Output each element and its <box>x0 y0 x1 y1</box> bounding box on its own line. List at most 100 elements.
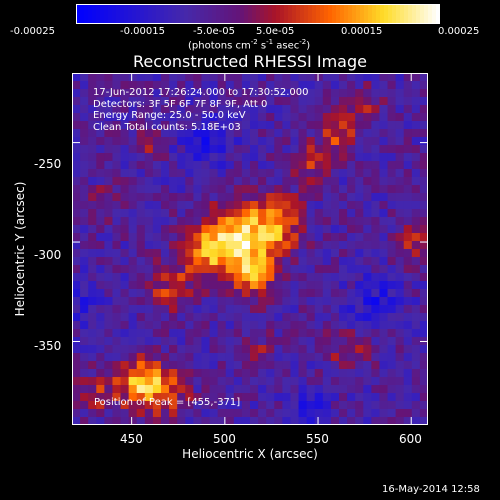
heatmap-cell <box>274 297 283 306</box>
heatmap-cell <box>266 177 275 186</box>
heatmap-cell <box>169 241 178 250</box>
heatmap-cell <box>282 353 291 362</box>
heatmap-cell <box>314 401 324 410</box>
heatmap-cell <box>330 273 340 282</box>
heatmap-cell <box>80 241 89 250</box>
heatmap-cell <box>136 337 146 346</box>
heatmap-cell <box>225 273 235 282</box>
heatmap-cell <box>403 73 413 82</box>
heatmap-cell <box>72 401 81 410</box>
heatmap-cell <box>185 145 194 154</box>
heatmap-cell <box>298 193 308 202</box>
heatmap-cell <box>193 393 202 402</box>
heatmap-cell <box>282 417 291 425</box>
heatmap-cell <box>266 193 275 202</box>
heatmap-cell <box>379 153 389 162</box>
heatmap-cell <box>120 265 130 274</box>
heatmap-cell <box>250 89 259 98</box>
heatmap-cell <box>387 289 397 298</box>
heatmap-cell <box>209 193 219 202</box>
heatmap-cell <box>88 361 97 370</box>
heatmap-cell <box>403 273 413 282</box>
heatmap-cell <box>282 257 291 266</box>
heatmap-cell <box>347 225 356 234</box>
heatmap-cell <box>371 313 380 322</box>
heatmap-cell <box>104 249 113 258</box>
heatmap-cell <box>233 201 243 210</box>
heatmap-cell <box>314 321 324 330</box>
heatmap-cell <box>403 369 413 378</box>
heatmap-cell <box>201 129 211 138</box>
heatmap-cell <box>274 177 283 186</box>
heatmap-cell <box>274 73 283 82</box>
heatmap-cell <box>144 225 154 234</box>
heatmap-cell <box>225 361 235 370</box>
heatmap-cell <box>144 97 154 106</box>
heatmap-cell <box>209 161 219 170</box>
heatmap-cell <box>387 409 397 418</box>
heatmap-cell <box>225 417 235 425</box>
heatmap-cell <box>185 273 194 282</box>
heatmap-cell <box>411 377 421 386</box>
heatmap-cell <box>250 409 259 418</box>
heatmap-cell <box>387 121 397 130</box>
heatmap-cell <box>80 193 89 202</box>
heatmap-cell <box>403 257 413 266</box>
heatmap-cell <box>347 145 356 154</box>
heatmap-cell <box>80 153 89 162</box>
heatmap-cell <box>209 401 219 410</box>
heatmap-cell <box>250 321 259 330</box>
heatmap-cell <box>225 257 235 266</box>
heatmap-cell <box>233 185 243 194</box>
heatmap-cell <box>112 97 122 106</box>
heatmap-cell <box>233 217 243 226</box>
heatmap-cell <box>233 169 243 178</box>
heatmap-cell <box>112 305 122 314</box>
heatmap-cell <box>88 385 97 394</box>
heatmap-cell <box>177 393 186 402</box>
heatmap-cell <box>322 177 332 186</box>
heatmap-cell <box>144 217 154 226</box>
heatmap-cell <box>161 329 170 338</box>
heatmap-cell <box>152 105 162 114</box>
heatmap-cell <box>347 161 356 170</box>
heatmap-cell <box>185 289 194 298</box>
heatmap-cell <box>363 217 372 226</box>
heatmap-cell <box>209 113 219 122</box>
heatmap-cell <box>419 281 428 290</box>
heatmap-cell <box>96 385 105 394</box>
heatmap-cell <box>419 121 428 130</box>
heatmap-cell <box>225 281 235 290</box>
heatmap-cell <box>250 369 259 378</box>
heatmap-cell <box>177 145 186 154</box>
heatmap-cell <box>72 185 81 194</box>
heatmap-cell <box>419 193 428 202</box>
heatmap-cell <box>339 257 348 266</box>
heatmap-cell <box>169 265 178 274</box>
heatmap-cell <box>419 353 428 362</box>
heatmap-cell <box>217 161 227 170</box>
heatmap-cell <box>290 209 300 218</box>
heatmap-cell <box>330 305 340 314</box>
heatmap-cell <box>72 129 81 138</box>
heatmap-cell <box>395 73 405 82</box>
heatmap-cell <box>233 177 243 186</box>
heatmap-cell <box>72 89 81 98</box>
heatmap-cell <box>403 145 413 154</box>
heatmap-cell <box>330 369 340 378</box>
heatmap-cell <box>144 305 154 314</box>
heatmap-cell <box>371 281 380 290</box>
heatmap-cell <box>363 145 372 154</box>
heatmap-cell <box>411 233 421 242</box>
heatmap-cell <box>72 257 81 266</box>
heatmap-cell <box>161 113 170 122</box>
heatmap-cell <box>120 161 130 170</box>
heatmap-cell <box>339 313 348 322</box>
heatmap-cell <box>387 377 397 386</box>
heatmap-cell <box>290 137 300 146</box>
colorbar-segment <box>180 4 185 24</box>
heatmap-cell <box>282 129 291 138</box>
heatmap-cell <box>217 177 227 186</box>
heatmap-cell <box>298 369 308 378</box>
heatmap-cell <box>88 145 97 154</box>
